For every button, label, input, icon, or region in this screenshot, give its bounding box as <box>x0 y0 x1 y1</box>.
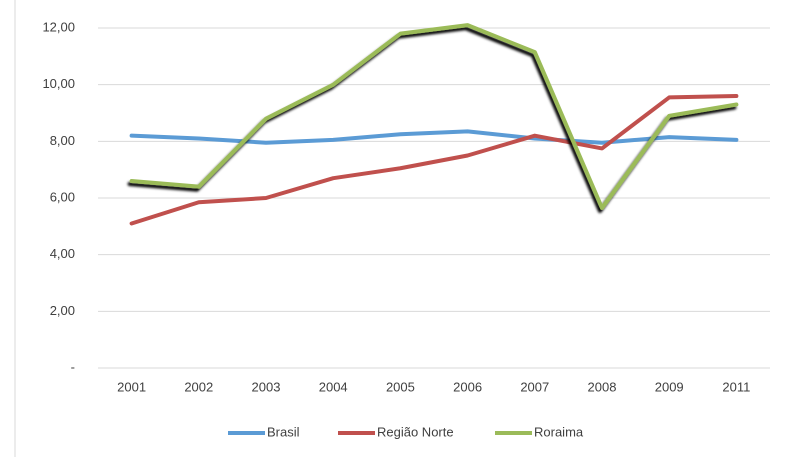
series-line <box>129 129 739 145</box>
x-tick-label: 2011 <box>722 379 750 394</box>
series-line <box>129 23 739 210</box>
legend-label: Brasil <box>267 424 300 439</box>
x-tick-label: 2008 <box>588 379 617 394</box>
legend-label: Roraima <box>534 424 584 439</box>
x-tick-label: 2003 <box>252 379 281 394</box>
x-tick-label: 2002 <box>184 379 213 394</box>
series-line <box>129 94 739 226</box>
x-tick-label: 2001 <box>117 379 146 394</box>
y-tick-label: 8,00 <box>50 133 75 148</box>
x-tick-label: 2009 <box>655 379 684 394</box>
legend-label: Região Norte <box>377 424 454 439</box>
y-tick-label: 2,00 <box>50 303 75 318</box>
x-tick-label: 2007 <box>520 379 549 394</box>
x-tick-label: 2006 <box>453 379 482 394</box>
y-tick-label: 4,00 <box>50 246 75 261</box>
y-tick-label: 10,00 <box>42 76 75 91</box>
x-tick-label: 2004 <box>319 379 348 394</box>
x-tick-label: 2005 <box>386 379 415 394</box>
y-tick-label: - <box>71 359 75 374</box>
y-tick-label: 12,00 <box>42 19 75 34</box>
y-tick-label: 6,00 <box>50 189 75 204</box>
